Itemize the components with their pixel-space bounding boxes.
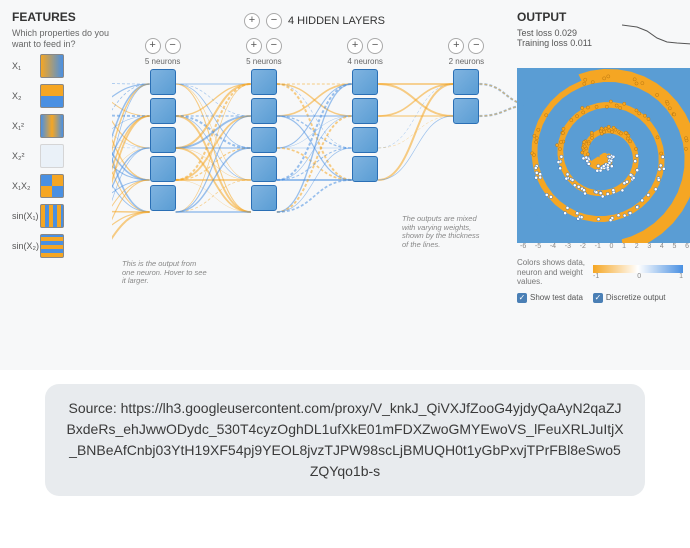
remove-layer-button[interactable]: − <box>266 13 282 29</box>
show-test-data-checkbox[interactable]: ✓Show test data <box>517 293 583 303</box>
feature-row[interactable]: X₂² <box>12 144 112 168</box>
add-neuron-button[interactable]: + <box>246 38 262 54</box>
neuron[interactable] <box>150 185 176 211</box>
neuron[interactable] <box>150 98 176 124</box>
feature-row[interactable]: X₁² <box>12 114 112 138</box>
layer-column: +− 4 neurons <box>315 35 416 214</box>
neuron[interactable] <box>251 69 277 95</box>
remove-neuron-button[interactable]: − <box>266 38 282 54</box>
add-neuron-button[interactable]: + <box>347 38 363 54</box>
feature-label: X₂² <box>12 151 40 161</box>
feature-label: X₁X₂ <box>12 181 40 191</box>
output-title: OUTPUT <box>517 10 690 24</box>
remove-neuron-button[interactable]: − <box>165 38 181 54</box>
feature-row[interactable]: X₂ <box>12 84 112 108</box>
add-neuron-button[interactable]: + <box>448 38 464 54</box>
source-caption: Source: https://lh3.googleusercontent.co… <box>45 384 645 496</box>
checkbox-icon: ✓ <box>593 293 603 303</box>
feature-row[interactable]: X₁X₂ <box>12 174 112 198</box>
layer-label: 2 neurons <box>416 57 517 66</box>
classification-plot <box>517 68 690 243</box>
neuron[interactable] <box>352 98 378 124</box>
neuron[interactable] <box>352 69 378 95</box>
colorbar-ticks: -101 <box>593 273 683 280</box>
weights-annotation: The outputs are mixed with varying weigh… <box>402 215 487 250</box>
neuron[interactable] <box>453 69 479 95</box>
neuron[interactable] <box>352 127 378 153</box>
feature-label: X₂ <box>12 91 40 101</box>
feature-row[interactable]: X₁ <box>12 54 112 78</box>
loss-curve <box>622 24 690 46</box>
layer-column: +− 5 neurons <box>112 35 213 214</box>
neuron[interactable] <box>453 98 479 124</box>
train-loss-value: 0.011 <box>570 38 592 48</box>
features-subtitle: Which properties do you want to feed in? <box>12 28 112 50</box>
layer-column: +− 5 neurons <box>213 35 314 214</box>
neuron[interactable] <box>251 185 277 211</box>
feature-box[interactable] <box>40 54 64 78</box>
checkbox-icon: ✓ <box>517 293 527 303</box>
layer-label: 4 neurons <box>315 57 416 66</box>
features-column: FEATURES Which properties do you want to… <box>12 10 112 360</box>
source-prefix: Source: <box>68 400 120 416</box>
remove-neuron-button[interactable]: − <box>468 38 484 54</box>
test-loss-value: 0.029 <box>555 28 578 38</box>
discretize-output-checkbox[interactable]: ✓Discretize output <box>593 293 666 303</box>
neuron[interactable] <box>150 156 176 182</box>
feature-box[interactable] <box>40 144 64 168</box>
feature-box[interactable] <box>40 84 64 108</box>
layer-label: 5 neurons <box>213 57 314 66</box>
features-title: FEATURES <box>12 10 112 24</box>
feature-box[interactable] <box>40 114 64 138</box>
add-layer-button[interactable]: + <box>244 13 260 29</box>
plot-x-ticks: -6-5-4-3-2-10123456 <box>517 243 690 250</box>
feature-label: X₁² <box>12 121 40 131</box>
hidden-layers-column: + − 4 HIDDEN LAYERS +−5 neurons+−5 neuro… <box>112 10 517 360</box>
hidden-layers-count-label: 4 HIDDEN LAYERS <box>288 15 385 27</box>
feature-label: X₁ <box>12 61 40 71</box>
layer-label: 5 neurons <box>112 57 213 66</box>
train-loss-label: Training loss <box>517 38 568 48</box>
colorbar-text: Colors shows data, neuron and weight val… <box>517 258 587 287</box>
output-column: OUTPUT Test loss 0.029 Training loss 0.0… <box>517 10 690 360</box>
feature-box[interactable] <box>40 174 64 198</box>
add-neuron-button[interactable]: + <box>145 38 161 54</box>
feature-box[interactable] <box>40 234 64 258</box>
test-loss-label: Test loss <box>517 28 552 38</box>
feature-label: sin(X₂) <box>12 241 40 251</box>
neuron[interactable] <box>251 127 277 153</box>
remove-neuron-button[interactable]: − <box>367 38 383 54</box>
neuron[interactable] <box>150 69 176 95</box>
playground-panel: FEATURES Which properties do you want to… <box>0 0 690 370</box>
layer-column: +− 2 neurons <box>416 35 517 214</box>
source-url: https://lh3.googleusercontent.com/proxy/… <box>66 400 623 479</box>
feature-box[interactable] <box>40 204 64 228</box>
feature-label: sin(X₁) <box>12 211 40 221</box>
neuron[interactable] <box>352 156 378 182</box>
feature-row[interactable]: sin(X₂) <box>12 234 112 258</box>
neuron[interactable] <box>251 156 277 182</box>
feature-row[interactable]: sin(X₁) <box>12 204 112 228</box>
colorbar <box>593 265 683 273</box>
neuron[interactable] <box>251 98 277 124</box>
neuron[interactable] <box>150 127 176 153</box>
